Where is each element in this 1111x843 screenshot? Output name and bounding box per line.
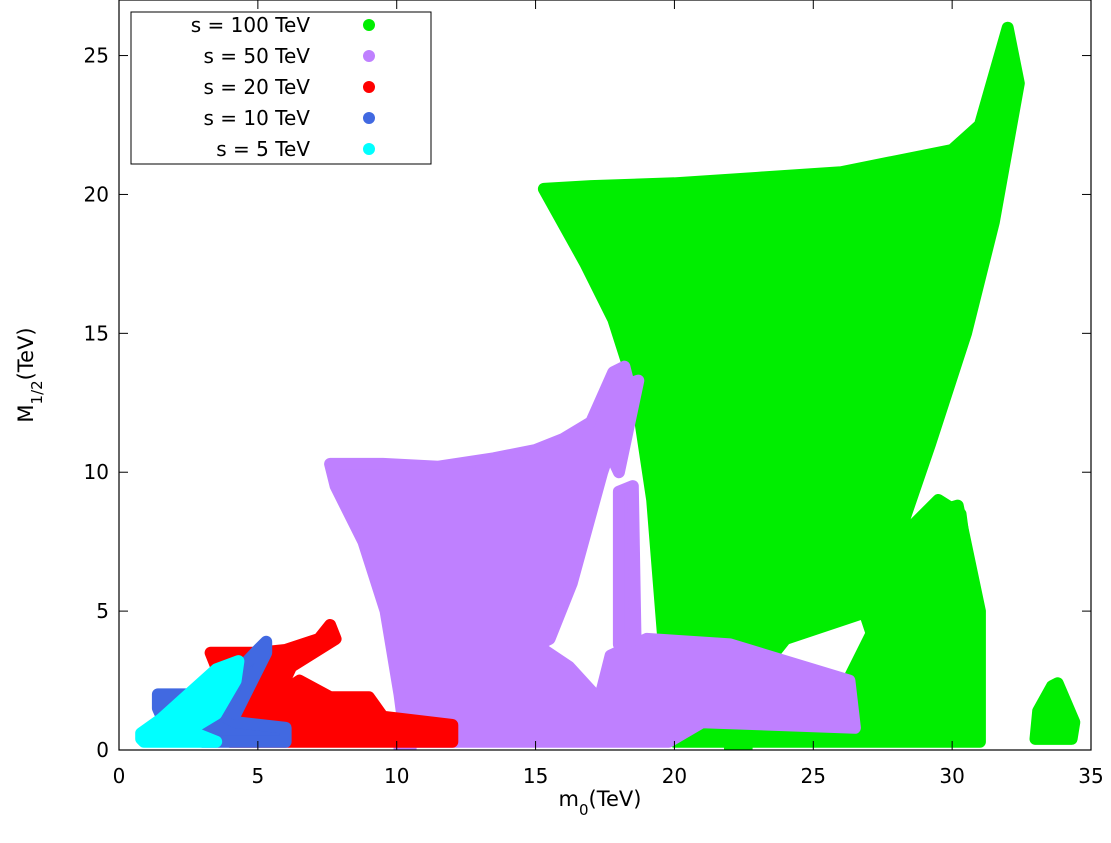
series-0	[537, 21, 1081, 750]
legend-marker	[363, 143, 375, 155]
legend-label: s = 20 TeV	[203, 75, 310, 99]
x-tick-label: 15	[523, 764, 548, 788]
x-tick-label: 20	[662, 764, 687, 788]
legend-label: s = 100 TeV	[191, 13, 311, 37]
y-tick-label: 0	[96, 738, 109, 762]
series-1	[324, 360, 861, 750]
y-tick-label: 20	[84, 182, 109, 206]
series-1-region-0	[324, 360, 636, 743]
series-1-region-3	[593, 374, 645, 479]
series-0-region-0	[537, 21, 1025, 740]
series-4-region-0	[135, 655, 245, 748]
x-tick-label: 25	[801, 764, 826, 788]
legend-label: s = 50 TeV	[203, 44, 310, 68]
series-0-region-2	[848, 494, 984, 701]
legend-marker	[363, 81, 375, 93]
x-tick-label: 30	[939, 764, 964, 788]
series-1-region-2	[612, 480, 642, 651]
plot-frame	[118, 0, 1092, 751]
y-tick-label: 15	[84, 321, 109, 345]
legend-marker	[363, 50, 375, 62]
legend-label: s = 5 TeV	[216, 137, 310, 161]
y-axis-label: M1/2(TeV)	[14, 327, 46, 422]
legend-marker	[363, 19, 375, 31]
y-tick-label: 10	[84, 460, 109, 484]
legend-box	[130, 11, 432, 165]
series-0-region-4	[1029, 677, 1081, 745]
y-tick-label: 5	[96, 599, 109, 623]
x-axis-label: m0(TeV)	[559, 787, 642, 819]
data-regions	[135, 21, 1081, 750]
legend-label: s = 10 TeV	[203, 106, 310, 130]
x-tick-label: 0	[113, 764, 126, 788]
x-tick-label: 10	[384, 764, 409, 788]
series-4	[135, 655, 245, 748]
axis-ticks: 0 5 10 15 20 25 30 35 0 5 10 15 20 25	[84, 0, 1104, 788]
y-tick-label: 25	[84, 44, 109, 68]
x-tick-label: 35	[1078, 764, 1103, 788]
legend-marker	[363, 112, 375, 124]
series-1-region-1	[393, 632, 861, 748]
series-0-region-3	[724, 727, 753, 750]
x-tick-label: 5	[251, 764, 264, 788]
legend: s = 100 TeV s = 50 TeV s = 20 TeV s = 10 Te…	[130, 11, 432, 165]
